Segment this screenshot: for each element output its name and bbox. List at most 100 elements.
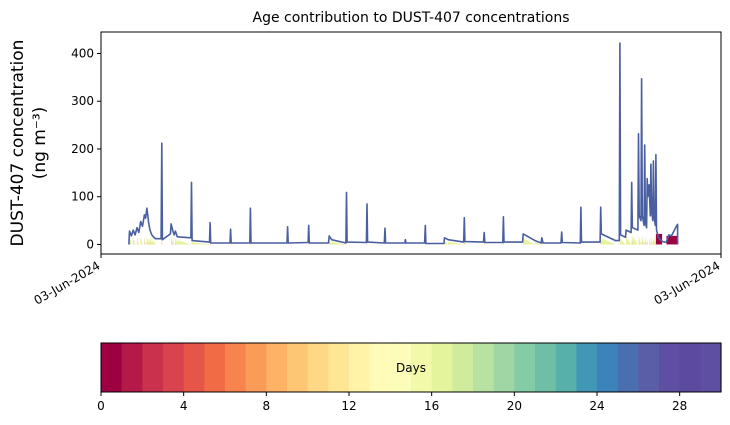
x-axis: 03-Jun-2024 03-Jun-2024 — [32, 254, 723, 308]
age-band — [654, 235, 656, 245]
age-band — [600, 235, 602, 245]
age-band — [631, 235, 633, 245]
y-axis: 0 100 200 300 400 — [71, 46, 101, 251]
x-tick-label: 03-Jun-2024 — [652, 258, 723, 307]
age-band — [535, 242, 542, 245]
age-band — [651, 235, 653, 245]
colorbar-swatch — [163, 343, 185, 392]
age-band — [144, 235, 146, 245]
plot-area — [100, 31, 722, 255]
age-band — [649, 235, 651, 245]
age-band — [626, 235, 632, 245]
age-band — [133, 235, 136, 245]
age-band — [632, 235, 638, 245]
age-band — [149, 235, 152, 245]
age-band — [192, 242, 210, 245]
colorbar-swatch — [142, 343, 164, 392]
colorbar-ticks: 0 4 8 12 16 20 24 28 — [97, 392, 687, 413]
colorbar-swatch — [307, 343, 329, 392]
age-band — [644, 235, 646, 245]
age-band — [177, 239, 191, 245]
colorbar-swatch — [659, 343, 681, 392]
colorbar-tick-label: 12 — [341, 399, 356, 413]
colorbar-swatch — [183, 343, 205, 392]
colorbar-swatch — [328, 343, 350, 392]
age-band — [140, 235, 143, 245]
age-band — [175, 236, 178, 245]
colorbar-swatch — [369, 343, 391, 392]
colorbar-frame — [100, 342, 722, 393]
age-band — [331, 241, 346, 245]
age-band — [444, 240, 449, 245]
colorbar-swatch — [101, 343, 123, 392]
colorbar-swatch — [576, 343, 598, 392]
colorbar-swatch — [411, 343, 433, 392]
age-band — [641, 235, 643, 245]
colorbar-swatch — [555, 343, 577, 392]
colorbar-tick-label: 0 — [97, 399, 105, 413]
y-tick-label: 300 — [71, 94, 94, 108]
colorbar-swatch — [245, 343, 267, 392]
x-tick-label: 03-Jun-2024 — [32, 258, 103, 307]
colorbar-tick-label: 8 — [263, 399, 271, 413]
total-concentration-line — [128, 42, 679, 245]
colorbar-swatch — [535, 343, 557, 392]
age-band — [645, 235, 647, 245]
colorbar-swatch — [225, 343, 247, 392]
y-axis-label-line2: (ng m⁻³) — [30, 107, 50, 180]
colorbar-tick-label: 28 — [672, 399, 687, 413]
age-band — [650, 235, 652, 245]
colorbar-swatch — [617, 343, 639, 392]
y-tick-label: 100 — [71, 190, 94, 204]
age-band — [129, 236, 132, 245]
age-band — [653, 235, 655, 245]
colorbar-tick-label: 4 — [180, 399, 188, 413]
y-axis-label-line1: DUST-407 concentration — [8, 40, 28, 247]
age-band — [329, 239, 332, 245]
age-band — [153, 240, 156, 245]
plot-marks — [128, 42, 679, 245]
age-band — [136, 235, 139, 245]
plot-frame — [100, 31, 722, 255]
age-band — [151, 238, 154, 245]
colorbar-swatch — [473, 343, 495, 392]
y-tick-label: 200 — [71, 142, 94, 156]
colorbar-label: Days — [396, 361, 426, 375]
colorbar: Days 0 4 8 12 16 20 24 28 — [97, 342, 722, 413]
age-band — [171, 235, 173, 245]
y-axis-label: DUST-407 concentration (ng m⁻³) — [8, 40, 50, 247]
colorbar-tick-label: 20 — [507, 399, 522, 413]
chart-title: Age contribution to DUST-407 concentrati… — [253, 10, 570, 26]
colorbar-swatch — [204, 343, 226, 392]
colorbar-swatch — [597, 343, 619, 392]
age-band — [647, 235, 648, 245]
colorbar-swatch — [452, 343, 474, 392]
colorbar-swatch — [679, 343, 701, 392]
age-band — [601, 238, 616, 245]
age-band — [639, 235, 642, 245]
colorbar-swatch — [431, 343, 453, 392]
age-band — [642, 235, 645, 245]
age-band — [172, 236, 175, 245]
colorbar-swatch — [700, 343, 722, 392]
age-band — [523, 238, 535, 245]
age-band — [146, 235, 149, 245]
age-band — [620, 238, 626, 245]
age-band — [666, 235, 678, 245]
age-band — [448, 241, 464, 245]
colorbar-swatch — [121, 343, 143, 392]
colorbar-tick-label: 24 — [589, 399, 604, 413]
y-tick-label: 0 — [86, 237, 94, 251]
y-tick-label: 400 — [71, 46, 94, 60]
age-band — [638, 235, 640, 245]
colorbar-swatch — [266, 343, 288, 392]
colorbar-swatch — [638, 343, 660, 392]
age-band — [148, 235, 150, 245]
colorbar-swatch — [390, 343, 412, 392]
colorbar-tick-label: 16 — [424, 399, 439, 413]
colorbar-swatch — [493, 343, 515, 392]
colorbar-swatch — [514, 343, 536, 392]
colorbar-swatches — [101, 343, 722, 392]
colorbar-swatch — [287, 343, 309, 392]
